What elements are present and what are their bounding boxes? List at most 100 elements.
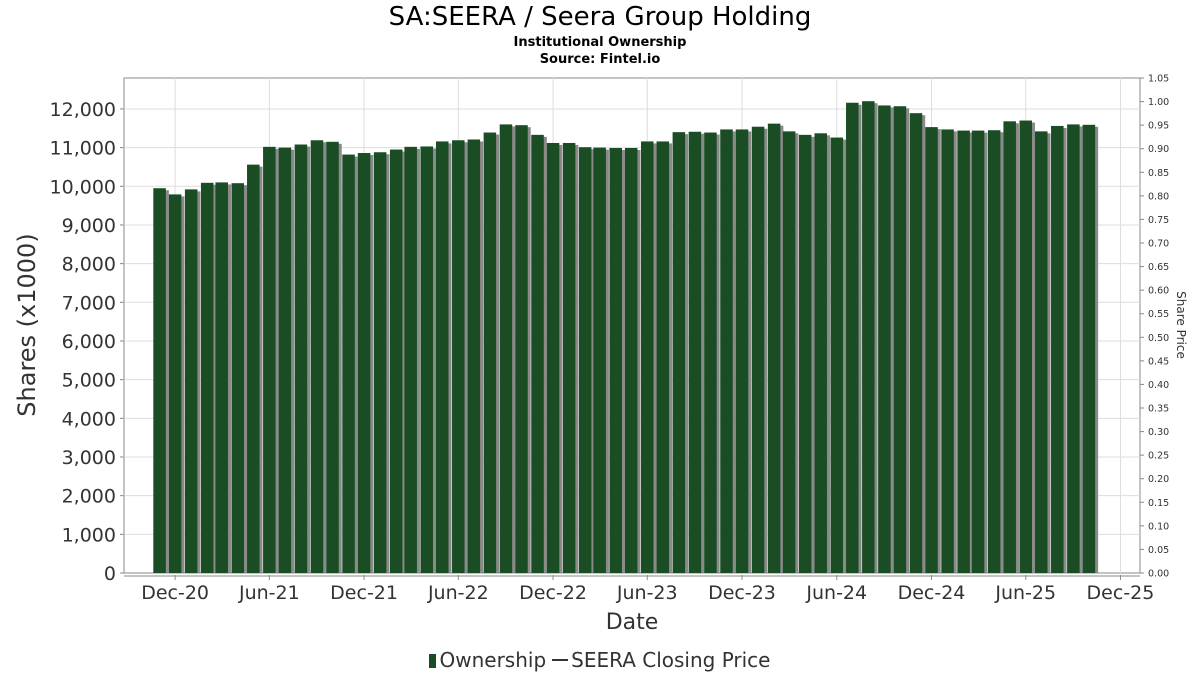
ownership-bar xyxy=(814,133,827,573)
ownership-bar xyxy=(231,183,245,573)
y-tick-label: 4,000 xyxy=(62,408,116,430)
x-tick-label: Dec-21 xyxy=(330,582,398,604)
ownership-bar xyxy=(483,132,497,573)
y2-tick-label: 1.00 xyxy=(1148,97,1169,108)
ownership-bar xyxy=(373,152,387,573)
legend-line-swatch xyxy=(552,659,569,661)
ownership-bar xyxy=(310,140,324,573)
y2-tick-label: 0.55 xyxy=(1148,309,1169,320)
ownership-bar xyxy=(609,147,622,573)
ownership-bar xyxy=(263,146,276,573)
chart-subtitle: Institutional Ownership xyxy=(513,35,687,50)
ownership-bar xyxy=(184,189,198,573)
x-tick-label: Dec-22 xyxy=(519,582,587,604)
y2-tick-label: 0.15 xyxy=(1148,498,1169,509)
ownership-bar xyxy=(1003,121,1016,573)
ownership-bar xyxy=(878,105,891,573)
ownership-bar xyxy=(846,102,859,573)
y-tick-label: 3,000 xyxy=(62,447,116,469)
y2-tick-label: 0.70 xyxy=(1148,239,1169,250)
y2-tick-label: 0.95 xyxy=(1148,121,1169,132)
x-tick-label: Dec-23 xyxy=(708,582,776,604)
y-axis: 0 1,000 2,000 3,000 4,000 5,000 6,000 7,000 8,00… xyxy=(50,99,124,585)
y2-tick-label: 0.75 xyxy=(1148,215,1169,226)
chart-title: SA:SEERA / Seera Group Holding xyxy=(388,2,812,32)
ownership-bar xyxy=(641,141,654,573)
x-tick-label: Jun-22 xyxy=(427,582,489,604)
x-axis-label: Date xyxy=(606,610,659,635)
y2-axis-label: Share Price xyxy=(1174,291,1188,359)
y2-tick-label: 0.25 xyxy=(1148,451,1169,462)
y-axis-label: Shares (x1000) xyxy=(13,233,41,416)
ownership-bar xyxy=(704,132,717,573)
ownership-bar xyxy=(404,146,417,573)
legend-bar-swatch xyxy=(429,654,437,668)
ownership-bar xyxy=(893,106,907,573)
ownership-bar xyxy=(782,131,796,573)
y2-tick-label: 0.40 xyxy=(1148,380,1169,391)
ownership-bar xyxy=(247,164,260,573)
y2-tick-label: 0.20 xyxy=(1148,474,1169,485)
y-tick-label: 2,000 xyxy=(62,486,116,508)
ownership-bar xyxy=(1019,120,1032,573)
ownership-bar xyxy=(1034,131,1048,573)
ownership-bar xyxy=(578,147,592,573)
x-tick-label: Dec-20 xyxy=(141,582,209,604)
y2-tick-label: 0.00 xyxy=(1148,569,1169,580)
ownership-bar xyxy=(624,147,638,573)
x-tick-label: Dec-25 xyxy=(1087,582,1155,604)
y-tick-label: 12,000 xyxy=(50,99,116,121)
x-tick-label: Jun-25 xyxy=(994,582,1056,604)
ownership-bar xyxy=(941,129,954,573)
y2-tick-label: 0.65 xyxy=(1148,262,1169,273)
ownership-bar xyxy=(389,149,403,573)
ownership-bar xyxy=(342,154,355,573)
y-tick-label: 6,000 xyxy=(62,331,116,353)
ownership-bar xyxy=(971,130,985,573)
ownership-bar xyxy=(830,137,844,573)
x-axis: Dec-20 Jun-21 Dec-21 Jun-22 Dec-22 Jun-23 Dec-… xyxy=(124,575,1154,604)
y2-axis: 0.00 0.05 0.10 0.15 0.20 0.25 0.30 0.35 0.40 0.45… xyxy=(1140,74,1169,580)
ownership-bar xyxy=(294,144,308,573)
ownership-bar xyxy=(200,182,214,573)
x-tick-label: Jun-21 xyxy=(238,582,300,604)
ownership-bar xyxy=(153,188,166,573)
ownership-bar xyxy=(546,142,560,573)
ownership-bar xyxy=(656,141,670,573)
ownership-bar xyxy=(215,182,228,573)
legend-ownership-label: Ownership xyxy=(439,648,547,672)
ownership-bar xyxy=(515,125,528,573)
ownership-bar xyxy=(720,129,733,573)
y2-tick-label: 0.50 xyxy=(1148,333,1169,344)
y-tick-label: 9,000 xyxy=(62,215,116,237)
y2-tick-label: 1.05 xyxy=(1148,74,1169,85)
chart-legend: Ownership SEERA Closing Price xyxy=(0,648,1200,672)
x-tick-label: Dec-24 xyxy=(898,582,966,604)
ownership-bar xyxy=(467,139,481,573)
bar-series-ownership xyxy=(153,101,1099,573)
y-tick-label: 10,000 xyxy=(50,176,116,198)
ownership-bar xyxy=(435,141,449,573)
y-tick-label: 11,000 xyxy=(50,138,116,160)
ownership-bar xyxy=(862,101,875,573)
y2-tick-label: 0.30 xyxy=(1148,427,1169,438)
ownership-bar xyxy=(909,113,923,573)
ownership-bar xyxy=(593,147,606,573)
ownership-bar xyxy=(735,129,749,573)
y2-tick-label: 0.05 xyxy=(1148,545,1169,556)
ownership-bar xyxy=(531,134,544,573)
ownership-bar xyxy=(1067,124,1080,573)
ownership-bar xyxy=(326,141,339,573)
y2-tick-label: 0.90 xyxy=(1148,144,1169,155)
ownership-bar xyxy=(1082,124,1096,573)
ownership-bar xyxy=(688,131,702,573)
y2-tick-label: 0.35 xyxy=(1148,404,1169,415)
y-tick-label: 0 xyxy=(104,563,116,585)
ownership-bar xyxy=(798,134,812,573)
ownership-bar xyxy=(957,130,970,573)
ownership-bar xyxy=(751,126,765,573)
ownership-bar xyxy=(672,132,686,573)
x-tick-label: Jun-24 xyxy=(805,582,867,604)
y2-tick-label: 0.85 xyxy=(1148,168,1169,179)
